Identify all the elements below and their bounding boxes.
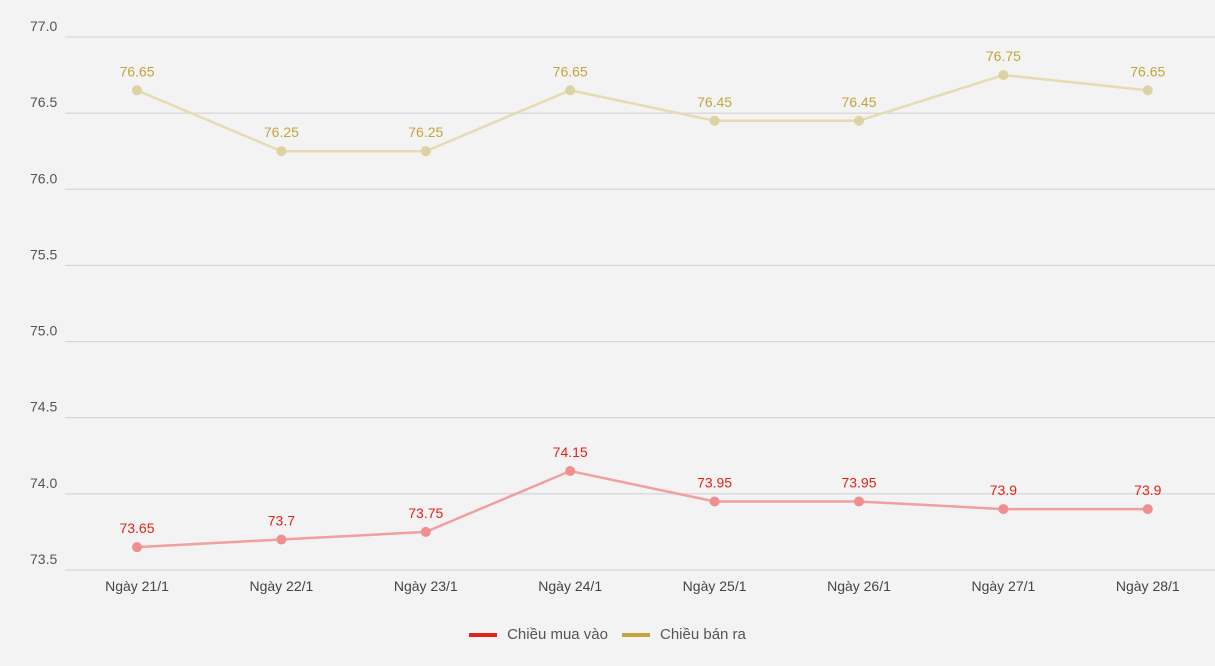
data-point[interactable] <box>420 526 431 537</box>
data-point[interactable] <box>565 85 576 96</box>
x-tick-label: Ngày 23/1 <box>394 578 458 594</box>
y-tick-label: 76.0 <box>30 170 57 186</box>
data-label: 73.75 <box>408 505 443 521</box>
data-point[interactable] <box>276 534 287 545</box>
data-label: 73.65 <box>119 520 154 536</box>
data-point[interactable] <box>998 70 1009 81</box>
x-tick-label: Ngày 24/1 <box>538 578 602 594</box>
series-1: 76.65 76.25 76.25 76.65 76.45 76.45 76.75 76.65 <box>119 48 1166 157</box>
x-tick-label: Ngày 27/1 <box>971 578 1035 594</box>
data-label: 76.65 <box>119 63 154 79</box>
series-0: 73.65 73.7 73.75 74.15 73.95 73.95 73.9 73.9 <box>119 444 1162 553</box>
y-tick-label: 77.0 <box>30 18 57 34</box>
legend-swatch-buy <box>469 632 498 637</box>
data-label: 76.45 <box>697 94 732 110</box>
data-point[interactable] <box>1142 85 1153 96</box>
legend-item-sell[interactable]: Chiều bán ra <box>622 626 746 643</box>
y-tick-label: 75.5 <box>30 246 57 262</box>
data-point[interactable] <box>1142 504 1153 515</box>
data-label: 76.25 <box>408 124 443 140</box>
x-tick-label: Ngày 22/1 <box>249 578 313 594</box>
data-label: 73.9 <box>990 482 1017 498</box>
legend-label-sell: Chiều bán ra <box>660 626 746 643</box>
y-tick-label: 74.5 <box>30 399 57 415</box>
series-layer: 73.65 73.7 73.75 74.15 73.95 73.95 73.9 73.9 76.… <box>119 48 1166 553</box>
y-tick-label: 74.0 <box>30 475 57 491</box>
x-axis-ticks: Ngày 21/1 Ngày 22/1 Ngày 23/1 Ngày 24/1 Ngày… <box>105 578 1180 594</box>
grid-lines <box>65 36 1215 571</box>
data-label: 73.95 <box>697 474 732 490</box>
data-point[interactable] <box>709 496 720 507</box>
data-label: 73.7 <box>268 513 295 529</box>
data-label: 73.95 <box>841 474 876 490</box>
x-tick-label: Ngày 25/1 <box>683 578 747 594</box>
y-tick-label: 73.5 <box>30 551 57 567</box>
legend: Chiều mua vào Chiều bán ra <box>0 626 1215 643</box>
series-line <box>136 73 1148 153</box>
legend-label-buy: Chiều mua vào <box>507 626 608 643</box>
x-tick-label: Ngày 26/1 <box>827 578 891 594</box>
series-line <box>136 469 1148 549</box>
x-tick-label: Ngày 21/1 <box>105 578 169 594</box>
data-label: 76.65 <box>553 63 588 79</box>
data-label: 76.65 <box>1130 63 1165 79</box>
data-label: 73.9 <box>1134 482 1161 498</box>
legend-swatch-sell <box>622 632 650 637</box>
data-point[interactable] <box>132 85 142 96</box>
data-point[interactable] <box>998 504 1009 515</box>
data-label: 76.75 <box>986 48 1021 64</box>
data-point[interactable] <box>420 146 431 157</box>
data-point[interactable] <box>854 115 864 126</box>
y-tick-label: 76.5 <box>30 94 57 110</box>
data-label: 76.45 <box>841 94 876 110</box>
data-point[interactable] <box>276 146 287 157</box>
data-label: 76.25 <box>264 124 299 140</box>
data-point[interactable] <box>854 496 864 507</box>
data-point[interactable] <box>565 466 576 477</box>
data-point[interactable] <box>132 542 142 553</box>
data-point[interactable] <box>709 115 720 126</box>
x-tick-label: Ngày 28/1 <box>1116 578 1180 594</box>
y-axis-ticks: 73.5 74.0 74.5 75.0 75.5 76.0 76.5 77.0 <box>30 18 57 567</box>
data-label: 74.15 <box>553 444 588 460</box>
y-tick-label: 75.0 <box>30 323 57 339</box>
legend-item-buy[interactable]: Chiều mua vào <box>469 626 608 643</box>
